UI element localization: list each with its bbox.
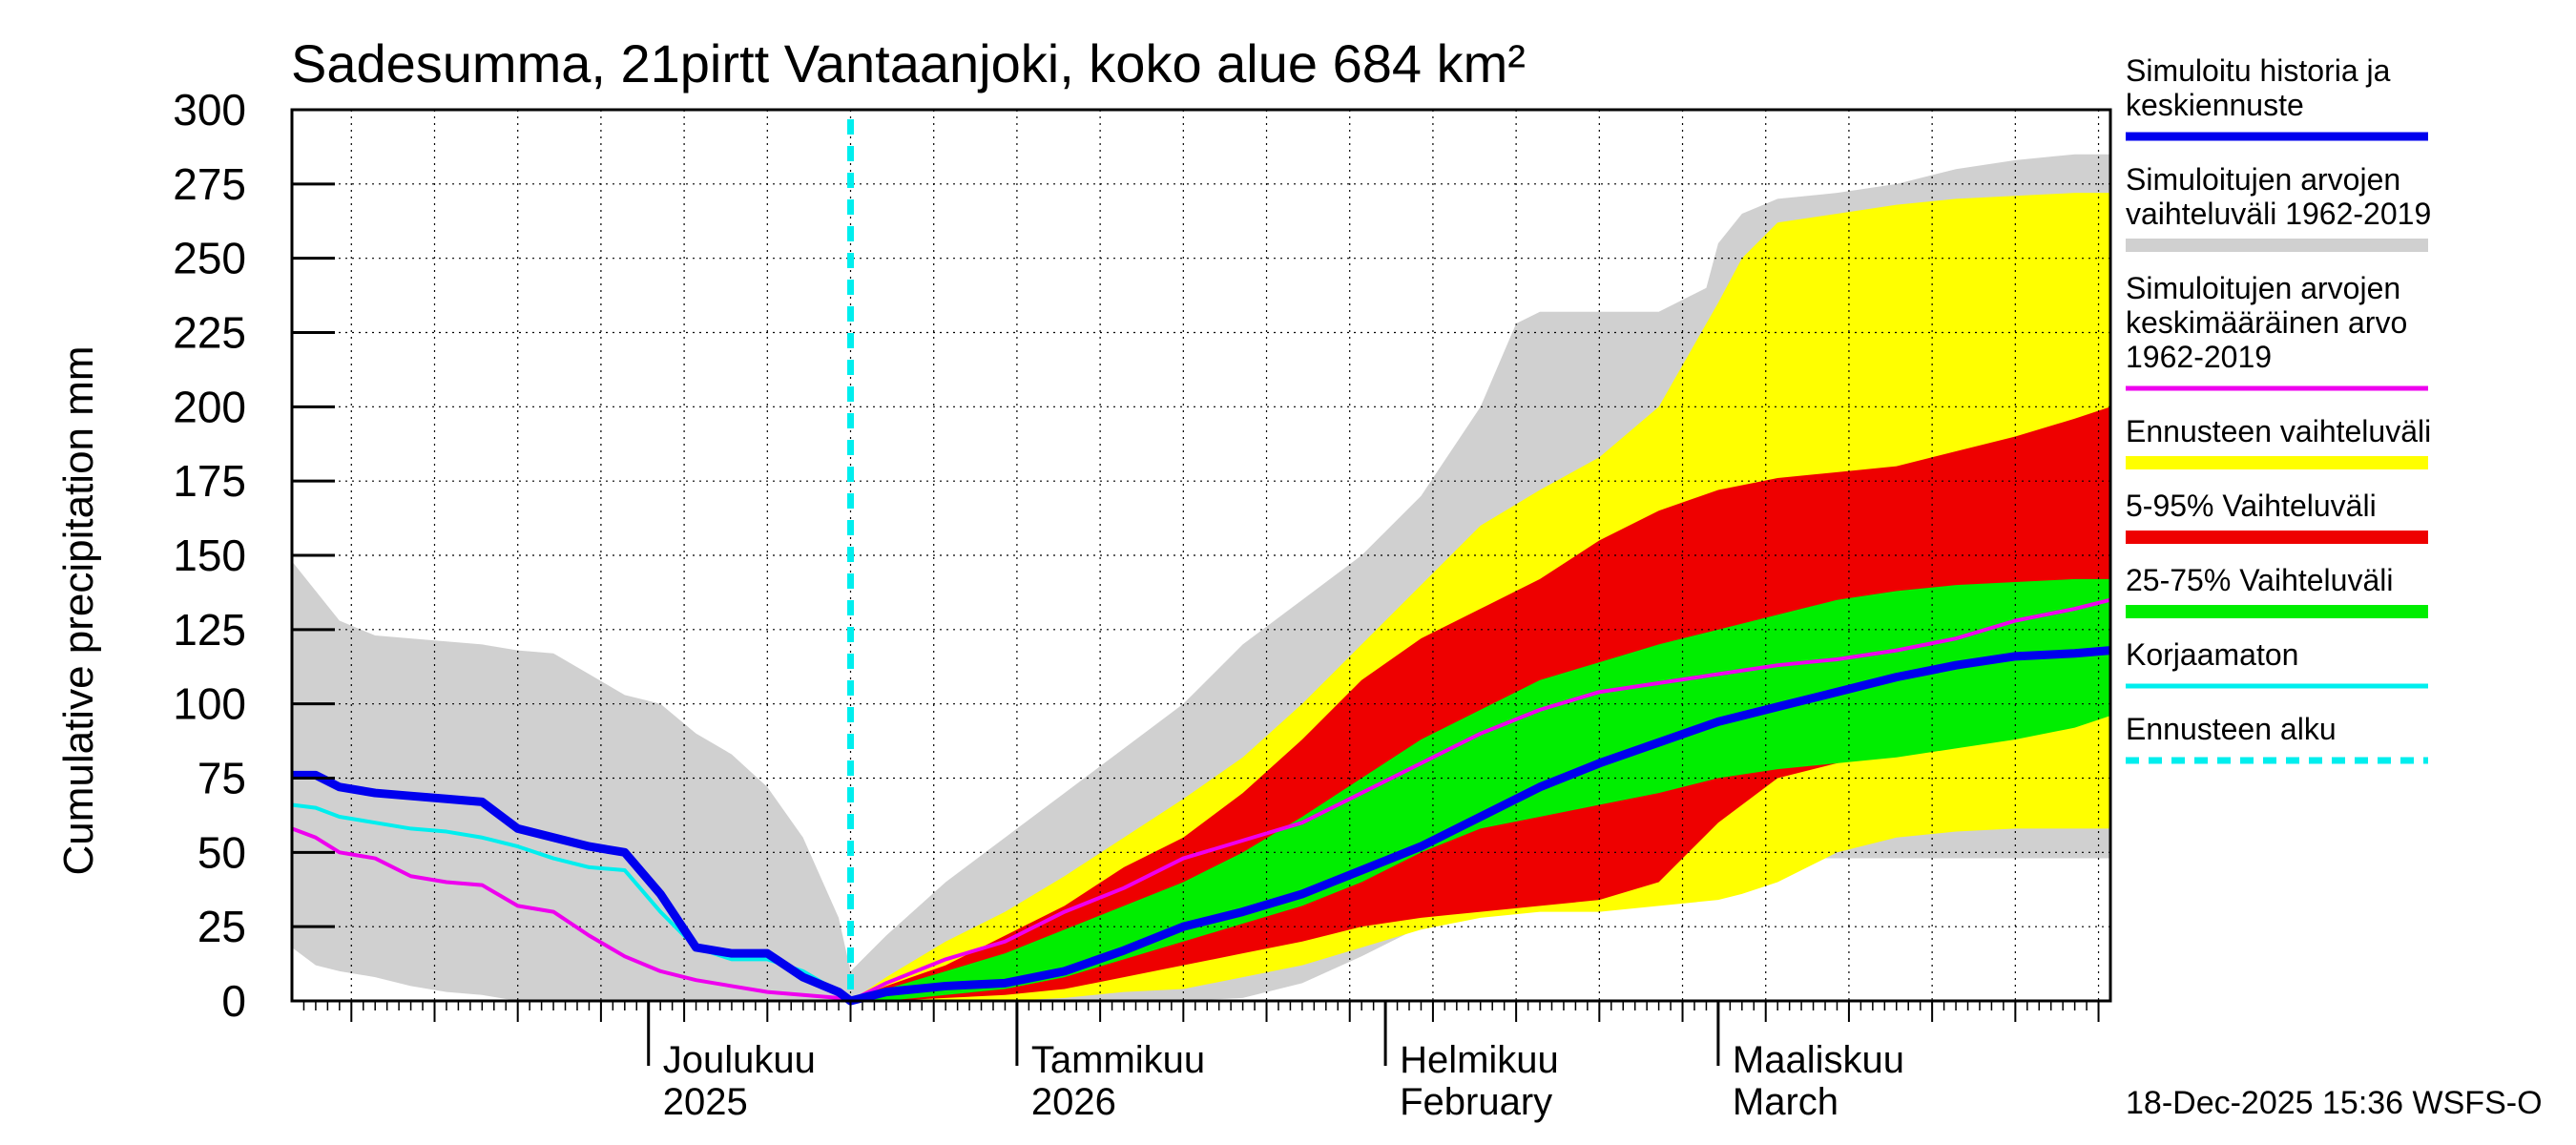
- y-ticks: 0 25 50 75 100 125 150 175 200 225 250 275 300: [173, 85, 335, 1026]
- legend-label: 25-75% Vaihteluväli: [2126, 563, 2393, 597]
- legend-label: Simuloitujen arvojen: [2126, 162, 2400, 197]
- x-month-label: Joulukuu: [663, 1039, 816, 1081]
- footer-timestamp: 18-Dec-2025 15:36 WSFS-O: [2126, 1085, 2543, 1121]
- plot-grid: [292, 110, 2110, 1001]
- legend-label: 5-95% Vaihteluväli: [2126, 489, 2377, 523]
- x-year-label: February: [1400, 1081, 1552, 1123]
- y-tick-label: 225: [173, 308, 246, 358]
- x-month-label: Maaliskuu: [1733, 1039, 1904, 1081]
- y-tick-label: 75: [197, 754, 246, 803]
- plot-lines: [291, 119, 2111, 1006]
- x-month-label: Tammikuu: [1031, 1039, 1205, 1081]
- y-tick-label: 300: [173, 85, 246, 135]
- y-tick-label: 175: [173, 456, 246, 506]
- legend-label: keskimääräinen arvo: [2126, 305, 2407, 340]
- line-simuloitujen-arvojen-keskim-r-inen-arvo-1962-2019: [291, 597, 2111, 1003]
- legend-label: Simuloitu historia ja: [2126, 53, 2391, 88]
- x-month-label: Helmikuu: [1400, 1039, 1559, 1081]
- legend-label: 1962-2019: [2126, 340, 2272, 374]
- y-tick-label: 25: [197, 902, 246, 951]
- y-axis-label: Cumulative precipitation mm: [55, 345, 102, 875]
- legend-label: Ennusteen vaihteluväli: [2126, 414, 2431, 448]
- y-tick-label: 150: [173, 531, 246, 580]
- y-tick-label: 250: [173, 234, 246, 283]
- legend-label: Simuloitujen arvojen: [2126, 271, 2400, 305]
- x-year-label: 2025: [663, 1081, 748, 1123]
- line-simuloitu-historia-ja-keskiennuste: [292, 646, 2111, 1006]
- band-ennusteen-vaihteluv-li: [850, 193, 2110, 1001]
- x-year-label: 2026: [1031, 1081, 1116, 1123]
- chart-title: Sadesumma, 21pirtt Vantaanjoki, koko alu…: [291, 33, 1526, 94]
- y-tick-label: 275: [173, 159, 246, 209]
- plot-fills: [292, 154, 2110, 1001]
- legend-label: Korjaamaton: [2126, 637, 2298, 672]
- y-tick-label: 200: [173, 382, 246, 431]
- y-tick-label: 0: [221, 976, 246, 1026]
- legend-label: keskiennuste: [2126, 88, 2304, 122]
- legend-label: Ennusteen alku: [2126, 712, 2337, 746]
- legend-label: vaihteluväli 1962-2019: [2126, 197, 2431, 231]
- x-year-label: March: [1733, 1081, 1839, 1123]
- y-tick-label: 100: [173, 679, 246, 729]
- y-tick-label: 125: [173, 605, 246, 655]
- y-tick-label: 50: [197, 827, 246, 877]
- band-25-75-vaihteluv-li: [850, 578, 2110, 1001]
